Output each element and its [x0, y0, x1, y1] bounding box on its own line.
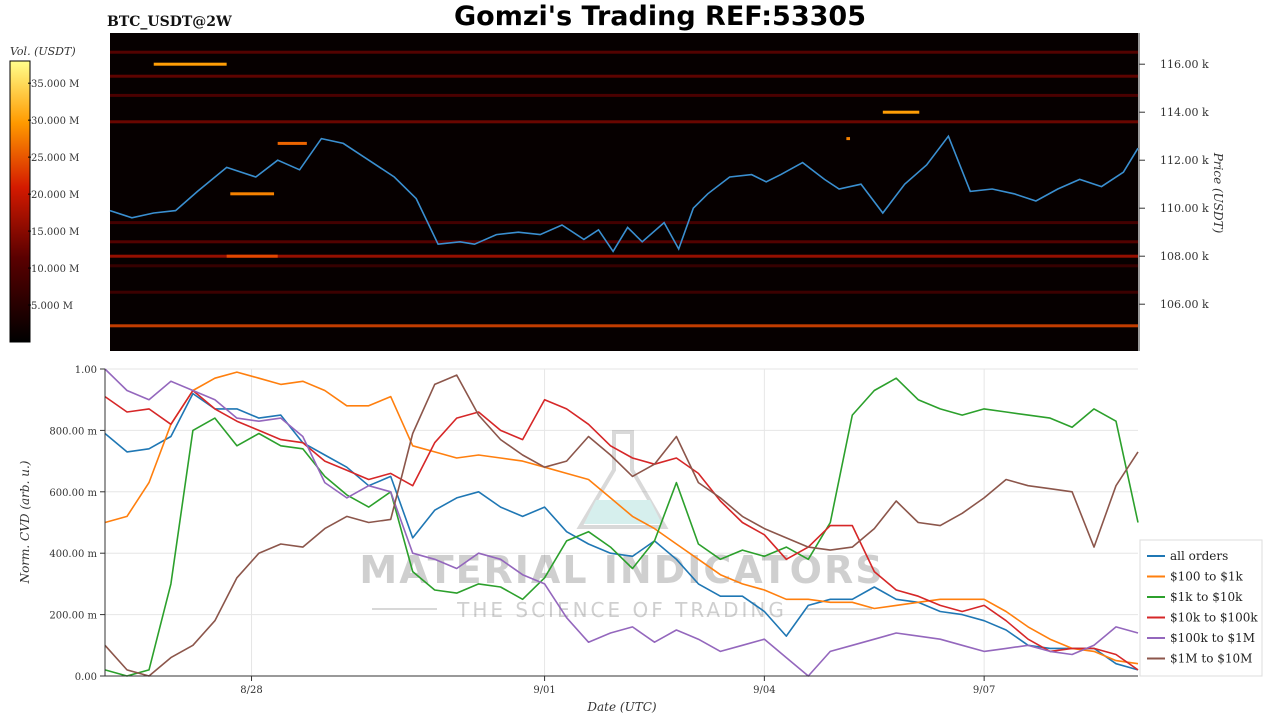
cvd-series-line-100-1k: [104, 371, 1139, 665]
price-heatmap: [109, 33, 1139, 351]
colorbar-ticks: 5.000 M 10.000 M 15.000 M 20.000 M 25.000 M 3…: [28, 79, 79, 312]
legend-box: [1139, 539, 1263, 677]
cvd-legend: all orders $100 to $1k $1k to $10k $10k to …: [1139, 539, 1263, 677]
cvd-y-tick-label: 1.00: [75, 365, 97, 376]
cvd-chart: MATERIAL INDICATORS THE SCIENCE OF TRADI…: [104, 368, 1139, 677]
legend-entry: $10k to $100k: [1170, 611, 1258, 625]
colorbar-tick-label: 5.000 M: [31, 301, 73, 312]
price-tick-label: 106.00 k: [1160, 298, 1209, 311]
legend-entry: all orders: [1170, 549, 1228, 563]
legend-entry: $100k to $1M: [1170, 631, 1255, 645]
price-tick-label: 112.00 k: [1160, 154, 1209, 167]
cvd-x-tick-label: 9/07: [973, 685, 995, 696]
legend-entry: $1M to $10M: [1170, 652, 1252, 666]
colorbar: [9, 60, 31, 343]
liquidity-band: [110, 324, 1138, 328]
liquidity-band: [110, 221, 1138, 225]
price-tick-label: 108.00 k: [1160, 250, 1209, 263]
liquidity-band: [110, 254, 1138, 258]
price-tick-label: 110.00 k: [1160, 202, 1209, 215]
cvd-y-tick-label: 0.00: [75, 672, 97, 683]
colorbar-tick-label: 15.000 M: [31, 227, 79, 238]
price-axis-label: Price (USDT): [1211, 152, 1225, 234]
cvd-series-line-10k-100k: [104, 389, 1139, 671]
colorbar-tick-label: 30.000 M: [31, 116, 79, 127]
colorbar-tick-label: 35.000 M: [31, 79, 79, 90]
cvd-y-ticks: 0.00 200.00 m 400.00 m 600.00 m 800.00 m 1.00: [49, 365, 105, 683]
liquidity-bands: [110, 50, 1138, 328]
liquidity-band: [110, 93, 1138, 97]
liquidity-highlight: [846, 137, 851, 141]
cvd-y-axis-label: Norm. CVD (arb. u.): [18, 460, 32, 584]
cvd-x-ticks: 8/28 9/01 9/04 9/07: [240, 676, 995, 696]
colorbar-tick-label: 25.000 M: [31, 153, 79, 164]
cvd-y-tick-label: 200.00 m: [49, 611, 97, 622]
liquidity-highlight: [882, 110, 920, 114]
colorbar-tick-label: 20.000 M: [31, 190, 79, 201]
symbol-label: BTC_USDT@2W: [107, 14, 232, 30]
liquidity-highlight: [153, 62, 227, 66]
cvd-series-line-100k-1m: [104, 368, 1139, 677]
liquidity-band: [110, 290, 1138, 294]
liquidity-band: [110, 264, 1138, 268]
price-axis: 106.00 k 108.00 k 110.00 k 112.00 k 114.00 k…: [1138, 33, 1209, 351]
cvd-series-line-1k-10k: [104, 377, 1139, 677]
liquidity-band: [110, 50, 1138, 54]
watermark-subtitle: THE SCIENCE OF TRADING: [456, 598, 787, 622]
colorbar-tick-label: 10.000 M: [31, 264, 79, 275]
cvd-y-tick-label: 600.00 m: [49, 488, 97, 499]
cvd-x-tick-label: 9/01: [533, 685, 555, 696]
price-tick-label: 116.00 k: [1160, 58, 1209, 71]
cvd-x-tick-label: 9/04: [753, 685, 775, 696]
cvd-plot-area: [105, 369, 1138, 676]
flask-icon: [576, 430, 669, 529]
cvd-x-tick-label: 8/28: [240, 685, 262, 696]
liquidity-band: [110, 120, 1138, 124]
cvd-y-tick-label: 400.00 m: [49, 549, 97, 560]
price-tick-label: 114.00 k: [1160, 106, 1209, 119]
liquidity-band: [110, 74, 1138, 78]
price-line: [109, 134, 1139, 253]
cvd-series-line-all-orders: [104, 392, 1139, 671]
liquidity-highlight: [226, 254, 278, 258]
legend-entry: $100 to $1k: [1170, 570, 1243, 584]
liquidity-highlight: [277, 141, 307, 145]
cvd-series-lines: [104, 368, 1139, 677]
colorbar-label: Vol. (USDT): [10, 45, 76, 58]
liquidity-highlight: [230, 192, 275, 196]
heatmap-background: [110, 33, 1138, 351]
chart-title: Gomzi's Trading REF:53305: [454, 1, 866, 32]
cvd-x-axis-label: Date (UTC): [586, 700, 656, 714]
liquidity-highlights: [153, 62, 920, 258]
legend-entry: $1k to $10k: [1170, 590, 1243, 604]
cvd-series-line-1m-10m: [104, 374, 1139, 677]
cvd-y-tick-label: 800.00 m: [49, 426, 97, 437]
flask-liquid-icon: [584, 500, 662, 524]
liquidity-band: [110, 240, 1138, 244]
